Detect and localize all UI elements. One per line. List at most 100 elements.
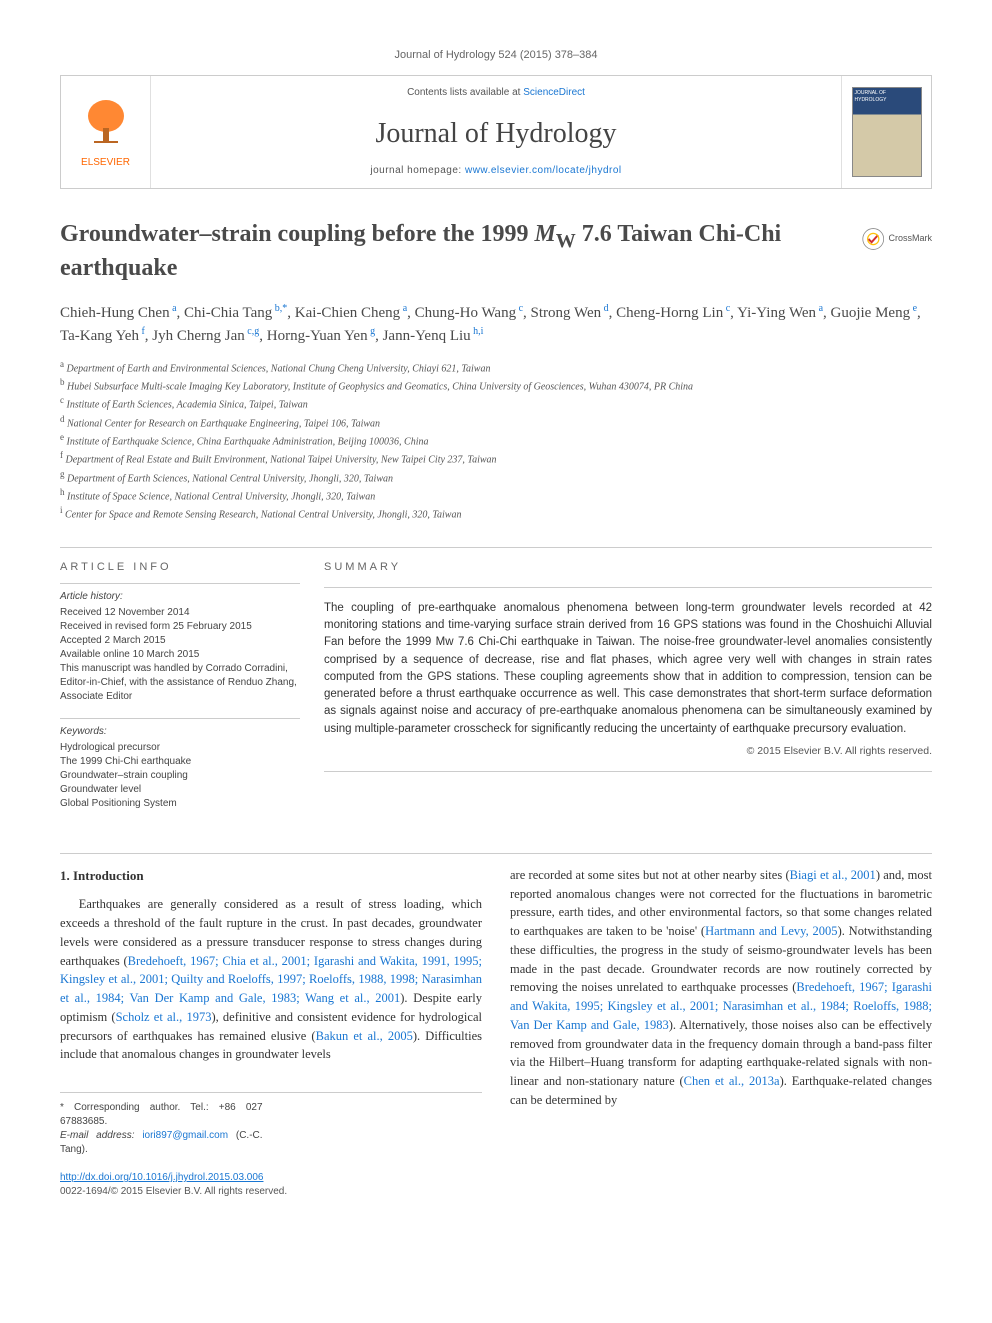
email-label: E-mail address: — [60, 1130, 142, 1141]
author-affil-sup: c — [516, 303, 523, 314]
history-line: Accepted 2 March 2015 — [60, 634, 300, 648]
elsevier-tree-icon — [76, 94, 136, 154]
history-line: This manuscript was handled by Corrado C… — [60, 662, 300, 704]
affiliation: f Department of Real Estate and Built En… — [60, 449, 932, 467]
affiliation: d National Center for Research on Earthq… — [60, 413, 932, 431]
keyword: The 1999 Chi-Chi earthquake — [60, 755, 300, 769]
affiliation: a Department of Earth and Environmental … — [60, 358, 932, 376]
affiliation: g Department of Earth Sciences, National… — [60, 468, 932, 486]
citation-link[interactable]: Chen et al., 2013a — [684, 1074, 780, 1088]
journal-header: ELSEVIER Contents lists available at Sci… — [60, 75, 932, 188]
intro-paragraph-1: Earthquakes are generally considered as … — [60, 895, 482, 1064]
crossmark-badge[interactable]: CrossMark — [862, 219, 932, 259]
article-info-column: ARTICLE INFO Article history: Received 1… — [60, 560, 300, 825]
corresponding-author: * Corresponding author. Tel.: +86 027 67… — [60, 1101, 263, 1129]
keyword: Hydrological precursor — [60, 741, 300, 755]
author-affil-sup: a — [400, 303, 407, 314]
affiliation: b Hubei Subsurface Multi-scale Imaging K… — [60, 376, 932, 394]
keywords-label: Keywords: — [60, 725, 300, 739]
section-heading-intro: 1. Introduction — [60, 866, 482, 886]
doi-link[interactable]: http://dx.doi.org/10.1016/j.jhydrol.2015… — [60, 1171, 932, 1185]
affiliation: c Institute of Earth Sciences, Academia … — [60, 394, 932, 412]
contents-line: Contents lists available at ScienceDirec… — [163, 86, 829, 100]
author-affil-sup: a — [170, 303, 177, 314]
author-affil-sup: c — [723, 303, 730, 314]
title-sub: W — [556, 229, 576, 251]
journal-reference: Journal of Hydrology 524 (2015) 378–384 — [60, 48, 932, 63]
history-line: Available online 10 March 2015 — [60, 648, 300, 662]
homepage-link[interactable]: www.elsevier.com/locate/jhydrol — [465, 165, 622, 176]
article-info-label: ARTICLE INFO — [60, 560, 300, 575]
email-line: E-mail address: iori897@gmail.com (C.-C.… — [60, 1129, 263, 1157]
keyword: Global Positioning System — [60, 797, 300, 811]
keyword: Groundwater level — [60, 783, 300, 797]
title-mw: M — [534, 221, 555, 247]
doi-footer: http://dx.doi.org/10.1016/j.jhydrol.2015… — [60, 1171, 932, 1199]
author: Jann-Yenq Liu h,i — [383, 328, 484, 344]
author: Guojie Meng e — [831, 305, 918, 321]
summary-text: The coupling of pre-earthquake anomalous… — [324, 600, 932, 738]
contents-prefix: Contents lists available at — [407, 87, 523, 98]
author-affil-sup: d — [601, 303, 609, 314]
citation-link[interactable]: Hartmann and Levy, 2005 — [705, 924, 838, 938]
author-affil-sup: h,i — [471, 326, 484, 337]
corresponding-author-footer: * Corresponding author. Tel.: +86 027 67… — [60, 1092, 482, 1157]
affiliations-list: a Department of Earth and Environmental … — [60, 358, 932, 523]
author-affil-sup: f — [139, 326, 145, 337]
author: Chieh-Hung Chen a — [60, 305, 177, 321]
affiliation: i Center for Space and Remote Sensing Re… — [60, 504, 932, 522]
citation-link[interactable]: Bakun et al., 2005 — [316, 1029, 413, 1043]
authors-list: Chieh-Hung Chen a, Chi-Chia Tang b,*, Ka… — [60, 301, 932, 348]
summary-copyright: © 2015 Elsevier B.V. All rights reserved… — [324, 744, 932, 759]
sciencedirect-link[interactable]: ScienceDirect — [523, 87, 585, 98]
body-columns: 1. Introduction Earthquakes are generall… — [60, 866, 932, 1157]
citation-link[interactable]: Biagi et al., 2001 — [790, 868, 876, 882]
author-affil-sup: g — [368, 326, 376, 337]
author-affil-sup: a — [816, 303, 823, 314]
author: Ta-Kang Yeh f — [60, 328, 145, 344]
article-title: Groundwater–strain coupling before the 1… — [60, 219, 846, 285]
citation-link[interactable]: Scholz et al., 1973 — [116, 1010, 212, 1024]
author-affil-sup: e — [910, 303, 917, 314]
body-column-right: are recorded at some sites but not at ot… — [510, 866, 932, 1157]
keyword: Groundwater–strain coupling — [60, 769, 300, 783]
article-history: Article history: Received 12 November 20… — [60, 590, 300, 704]
body-text-2-a: are recorded at some sites but not at ot… — [510, 868, 790, 882]
elsevier-logo[interactable]: ELSEVIER — [61, 76, 151, 187]
history-line: Received in revised form 25 February 201… — [60, 620, 300, 634]
journal-name: Journal of Hydrology — [163, 114, 829, 153]
divider — [60, 853, 932, 854]
issn-copyright: 0022-1694/© 2015 Elsevier B.V. All right… — [60, 1185, 932, 1199]
crossmark-label: CrossMark — [888, 232, 932, 245]
cover-image: JOURNAL OF HYDROLOGY — [852, 87, 922, 177]
homepage-prefix: journal homepage: — [370, 165, 465, 176]
summary-label: SUMMARY — [324, 560, 932, 575]
author: Kai-Chien Cheng a — [295, 305, 407, 321]
author: Cheng-Horng Lin c — [616, 305, 730, 321]
summary-column: SUMMARY The coupling of pre-earthquake a… — [324, 560, 932, 825]
homepage-line: journal homepage: www.elsevier.com/locat… — [163, 164, 829, 178]
author: Chung-Ho Wang c — [415, 305, 523, 321]
author-affil-sup: b,* — [272, 303, 287, 314]
author: Chi-Chia Tang b,* — [184, 305, 287, 321]
history-line: Received 12 November 2014 — [60, 606, 300, 620]
keywords-block: Keywords: Hydrological precursorThe 1999… — [60, 725, 300, 811]
intro-paragraph-1-cont: are recorded at some sites but not at ot… — [510, 866, 932, 1110]
cover-label: JOURNAL OF HYDROLOGY — [855, 90, 887, 103]
author: Jyh Cherng Jan c,g — [152, 328, 259, 344]
divider — [60, 547, 932, 548]
author: Yi-Ying Wen a — [737, 305, 823, 321]
email-link[interactable]: iori897@gmail.com — [142, 1130, 228, 1141]
author-affil-sup: c,g — [245, 326, 259, 337]
author: Strong Wen d — [531, 305, 609, 321]
history-label: Article history: — [60, 590, 300, 604]
elsevier-label: ELSEVIER — [81, 156, 130, 170]
title-text-1: Groundwater–strain coupling before the 1… — [60, 221, 534, 247]
affiliation: e Institute of Earthquake Science, China… — [60, 431, 932, 449]
affiliation: h Institute of Space Science, National C… — [60, 486, 932, 504]
author: Horng-Yuan Yen g — [267, 328, 375, 344]
crossmark-icon — [862, 225, 884, 253]
journal-cover-thumbnail[interactable]: JOURNAL OF HYDROLOGY — [841, 76, 931, 187]
body-column-left: 1. Introduction Earthquakes are generall… — [60, 866, 482, 1157]
header-center: Contents lists available at ScienceDirec… — [151, 76, 841, 187]
